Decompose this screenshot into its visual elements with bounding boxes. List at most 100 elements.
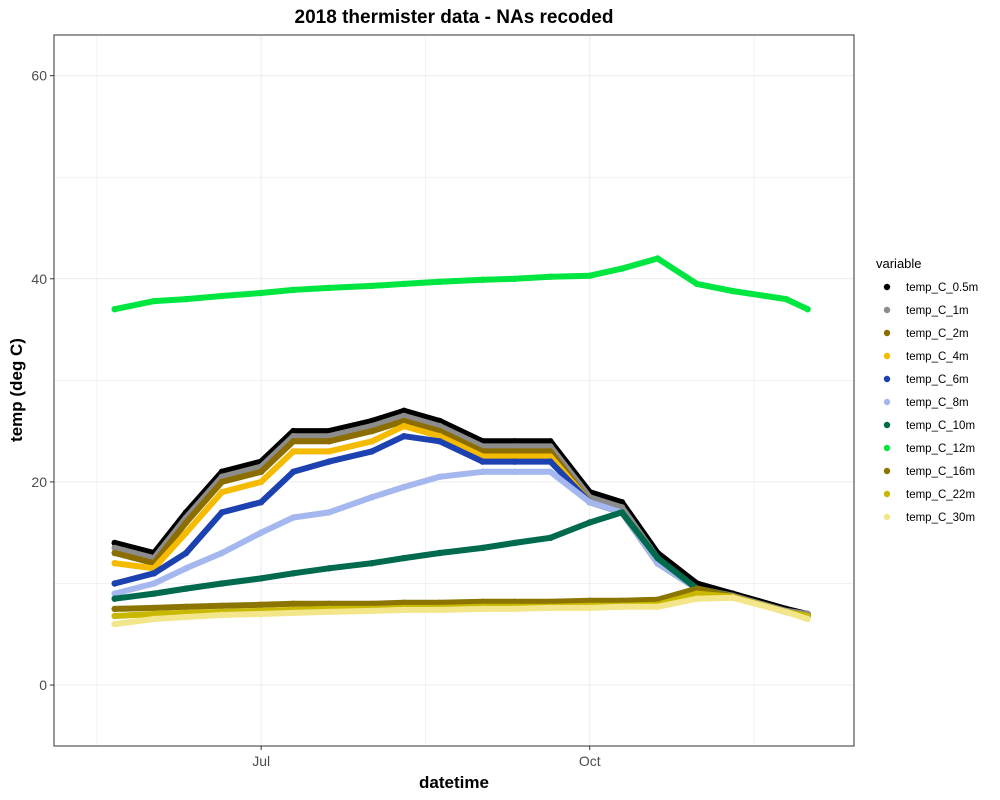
legend-label: temp_C_22m	[906, 489, 975, 501]
data-point	[400, 554, 408, 562]
legend-label: temp_C_2m	[906, 328, 969, 340]
data-point	[368, 427, 376, 435]
legend-item: temp_C_1m	[883, 305, 969, 317]
legend-key	[883, 306, 891, 314]
data-point	[325, 427, 333, 435]
data-point	[290, 468, 297, 475]
legend-key	[883, 352, 891, 360]
data-point	[325, 565, 333, 572]
data-point	[111, 612, 118, 620]
data-point	[511, 605, 518, 613]
y-tick-label: 60	[31, 68, 47, 84]
data-point	[182, 549, 190, 557]
data-point	[182, 519, 190, 526]
x-axis-title: datetime	[419, 773, 489, 792]
legend-label: temp_C_30m	[906, 512, 975, 524]
data-point	[511, 443, 518, 450]
data-point	[479, 598, 486, 605]
y-tick-label: 0	[39, 677, 47, 693]
data-point	[325, 433, 333, 440]
data-point	[400, 483, 408, 491]
data-point	[547, 453, 554, 460]
data-point	[782, 608, 790, 616]
legend-items: temp_C_0.5m temp_C_1m temp_C_2m temp_C_4mte…	[883, 282, 978, 524]
data-point	[511, 598, 518, 605]
data-point	[257, 575, 265, 582]
data-point	[436, 278, 443, 285]
data-point	[547, 273, 554, 280]
x-tick-label: Jul	[252, 753, 270, 769]
data-point	[400, 280, 408, 288]
series-temp_C_0.5m	[111, 407, 811, 618]
data-point	[547, 534, 554, 541]
data-point	[511, 453, 518, 460]
data-point	[479, 458, 486, 465]
data-point	[547, 448, 554, 455]
legend-key	[883, 283, 891, 291]
data-point	[257, 478, 265, 486]
legend-label: temp_C_8m	[906, 397, 969, 409]
x-axis-ticks: Jul Oct	[252, 746, 601, 769]
data-point	[436, 433, 443, 440]
legend-label: temp_C_0.5m	[906, 282, 978, 294]
data-point	[400, 599, 408, 606]
data-point	[586, 272, 593, 279]
series-trace	[111, 594, 811, 628]
data-point	[150, 297, 158, 305]
data-point	[111, 560, 118, 567]
data-point	[182, 603, 190, 610]
data-point	[654, 255, 661, 262]
legend-key	[883, 421, 891, 429]
data-point	[547, 438, 554, 445]
legend-item: temp_C_4m	[883, 351, 969, 363]
data-point	[182, 613, 190, 621]
series-layer	[111, 255, 811, 628]
data-point	[693, 280, 701, 288]
chart-title: 2018 thermister data - NAs recoded	[295, 7, 614, 28]
data-point	[182, 529, 190, 536]
data-point	[182, 585, 190, 592]
data-point	[257, 499, 265, 506]
data-point	[654, 603, 661, 610]
data-point	[547, 468, 554, 475]
data-point	[257, 289, 265, 297]
data-point	[368, 448, 376, 455]
data-point	[368, 282, 376, 290]
legend-key	[883, 490, 891, 498]
data-point	[586, 604, 593, 612]
data-point	[368, 494, 376, 501]
data-point	[111, 580, 118, 587]
data-point	[218, 292, 226, 300]
legend-item: temp_C_30m	[883, 512, 975, 524]
data-point	[290, 609, 297, 617]
data-point	[479, 468, 486, 475]
data-point	[325, 284, 333, 292]
data-point	[400, 433, 408, 440]
plot-panel	[53, 34, 855, 747]
data-point	[290, 286, 297, 294]
data-point	[218, 478, 226, 486]
legend-label: temp_C_10m	[906, 420, 975, 432]
data-point	[511, 448, 518, 455]
data-point	[218, 580, 226, 587]
data-point	[511, 458, 518, 465]
data-point	[111, 306, 118, 313]
data-point	[182, 295, 190, 303]
data-point	[693, 585, 701, 592]
legend-key	[883, 329, 891, 337]
data-point	[400, 417, 408, 425]
data-point	[586, 597, 593, 604]
legend-item: temp_C_22m	[883, 489, 975, 501]
data-point	[400, 606, 408, 614]
data-point	[111, 590, 118, 597]
data-point	[804, 615, 811, 623]
data-point	[618, 597, 626, 604]
data-point	[150, 570, 158, 577]
data-point	[257, 610, 265, 618]
data-point	[368, 438, 376, 445]
data-point	[257, 529, 265, 536]
data-point	[290, 438, 297, 445]
data-point	[290, 570, 297, 577]
data-point	[218, 488, 226, 496]
